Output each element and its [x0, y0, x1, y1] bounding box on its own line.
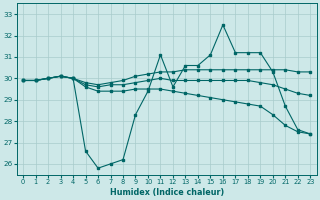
- X-axis label: Humidex (Indice chaleur): Humidex (Indice chaleur): [109, 188, 224, 197]
